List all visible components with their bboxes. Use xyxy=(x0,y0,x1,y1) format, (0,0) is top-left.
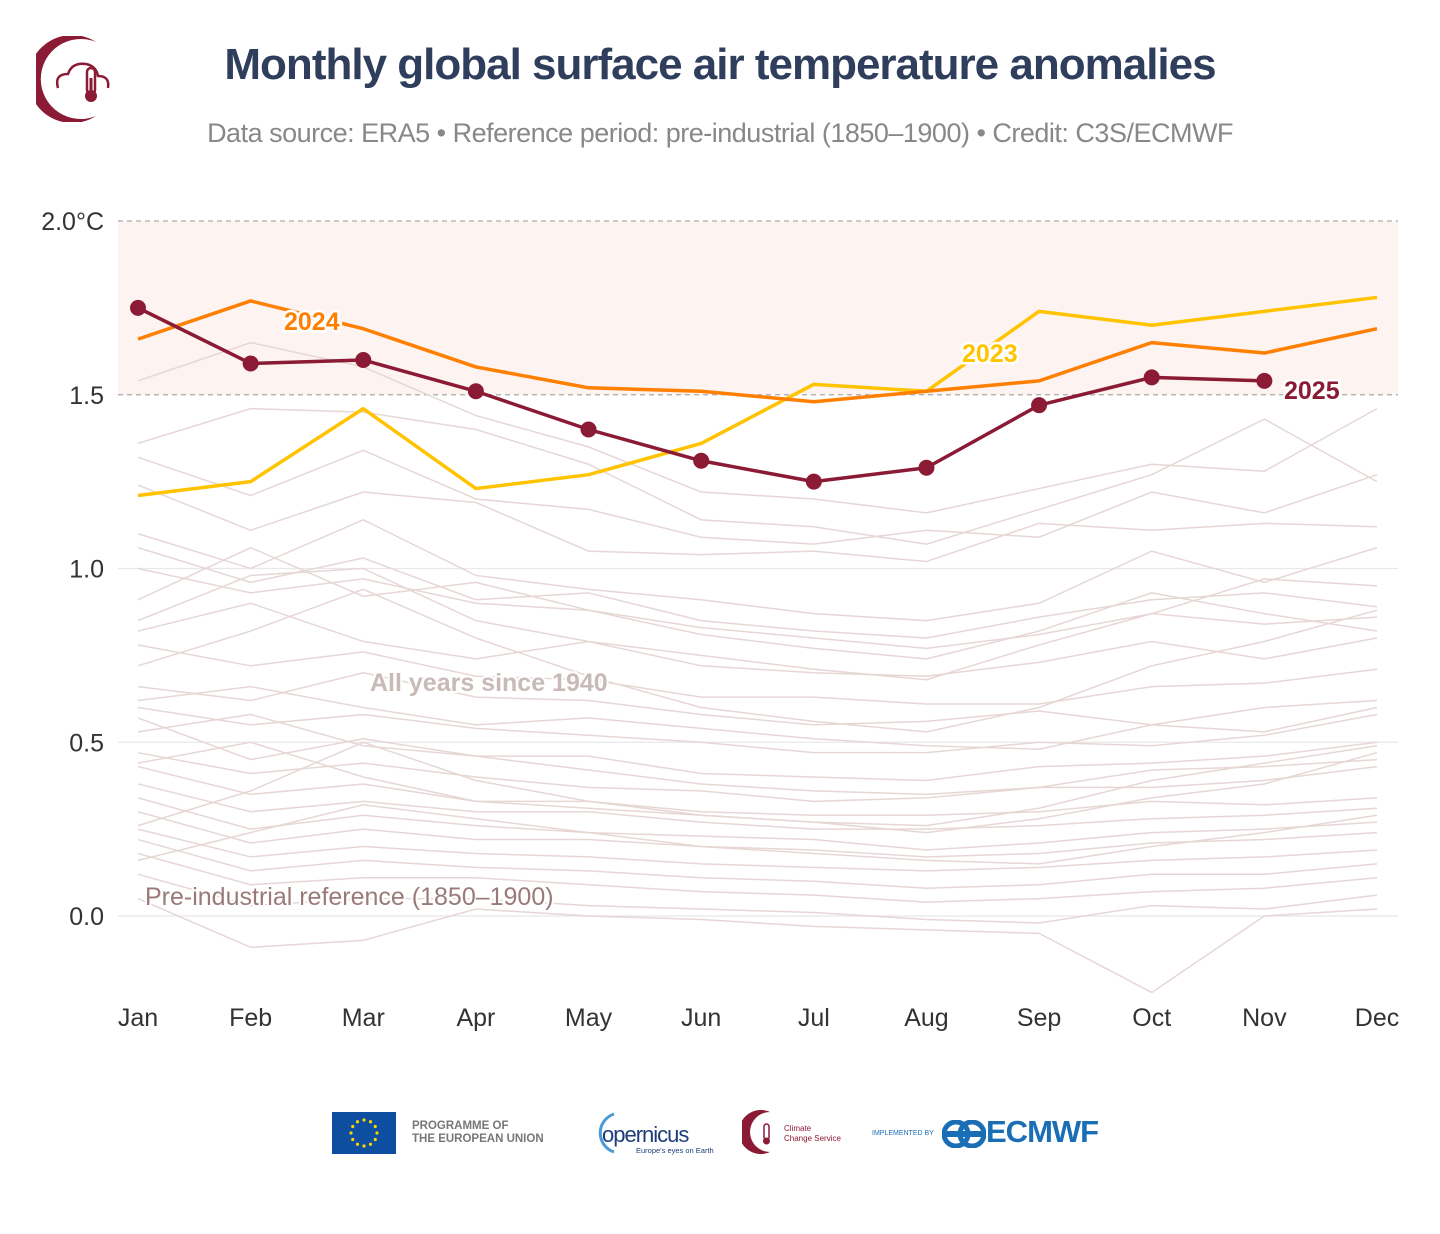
c3s-text-line1: Climate xyxy=(784,1124,812,1133)
ecmwf-symbol-icon xyxy=(942,1120,986,1148)
data-point-2025 xyxy=(242,355,259,372)
data-point-2025 xyxy=(1256,372,1273,389)
background-year-line xyxy=(137,838,1378,889)
background-year-line xyxy=(137,567,1378,650)
data-point-2025 xyxy=(918,459,935,476)
data-point-2025 xyxy=(580,421,597,438)
c3s-small-logo-icon xyxy=(742,1110,770,1154)
background-year-line xyxy=(137,567,1378,681)
background-year-line xyxy=(137,588,1378,733)
implemented-by-text: IMPLEMENTED BY xyxy=(872,1130,934,1137)
background-year-line xyxy=(137,717,1378,782)
series-label-2024: 2024 xyxy=(284,308,340,336)
background-year-line xyxy=(137,783,1378,830)
chart: 2.0°C 1.5 1.0 0.5 0.0 Jan Feb Mar Apr May Jun Jul Au… xyxy=(41,208,1399,1032)
x-tick-label: May xyxy=(565,1004,613,1032)
eu-star-icon xyxy=(368,1120,373,1124)
data-point-2025 xyxy=(467,383,484,400)
data-point-2025 xyxy=(1031,397,1048,414)
c3s-text-line2: Change Service xyxy=(784,1134,841,1143)
background-year-line xyxy=(137,484,1378,563)
eu-text-line1: PROGRAMME OF xyxy=(412,1120,509,1132)
chart-title: Monthly global surface air temperature a… xyxy=(224,40,1216,89)
series-line-2024 xyxy=(137,299,1378,404)
y-tick-label: 1.5 xyxy=(69,382,104,410)
background-year-line xyxy=(137,873,1378,924)
eu-star-icon xyxy=(362,1118,366,1122)
background-year-line xyxy=(137,546,1378,639)
data-point-2025 xyxy=(130,299,146,316)
eu-flag-icon xyxy=(332,1112,396,1154)
series-label-2025: 2025 xyxy=(1284,377,1340,405)
reference-label: Pre-industrial reference (1850–1900) xyxy=(145,883,554,911)
background-year-line xyxy=(137,706,1378,754)
data-point-2025 xyxy=(693,452,710,469)
copernicus-tagline: Europe's eyes on Earth xyxy=(636,1146,714,1155)
data-point-2025 xyxy=(355,352,372,368)
eu-star-icon xyxy=(351,1124,355,1129)
background-year-line xyxy=(137,644,1378,705)
all-years-label: All years since 1940 xyxy=(370,669,608,697)
x-tick-label: Oct xyxy=(1132,1004,1171,1032)
background-year-line xyxy=(137,897,1378,994)
eu-star-icon xyxy=(351,1137,355,1142)
y-tick-label: 2.0°C xyxy=(41,208,104,236)
background-year-line xyxy=(137,828,1378,872)
series-line-2023 xyxy=(137,295,1378,498)
eu-star-icon xyxy=(373,1137,377,1142)
eu-star-icon xyxy=(355,1142,360,1146)
background-year-line xyxy=(137,449,1378,545)
background-year-line xyxy=(137,519,1378,622)
copernicus-logo-text: opernicus xyxy=(602,1122,689,1147)
background-year-line xyxy=(137,546,1378,660)
x-tick-label: Jun xyxy=(681,1004,721,1032)
background-year-line xyxy=(137,713,1378,796)
background-year-line xyxy=(137,751,1378,803)
copernicus-arc-icon xyxy=(598,1112,615,1154)
background-year-line xyxy=(137,765,1378,816)
background-year-line xyxy=(137,811,1378,858)
background-year-line xyxy=(137,602,1378,677)
series-label-2023: 2023 xyxy=(962,340,1018,368)
x-tick-label: Jul xyxy=(798,1004,830,1032)
x-tick-label: Feb xyxy=(229,1004,272,1032)
x-tick-label: Apr xyxy=(456,1004,495,1032)
background-year-line xyxy=(137,671,1378,726)
eu-star-icon xyxy=(375,1131,379,1135)
x-tick-label: Nov xyxy=(1242,1004,1287,1032)
eu-star-icon xyxy=(355,1120,360,1124)
data-point-2025 xyxy=(805,473,822,490)
x-tick-label: Mar xyxy=(342,1004,385,1032)
y-tick-label: 1.0 xyxy=(69,556,104,584)
footer-logos: PROGRAMME OF THE EUROPEAN UNION opernicu… xyxy=(332,1108,1122,1158)
chart-subtitle: Data source: ERA5 • Reference period: pr… xyxy=(207,118,1233,148)
background-year-line xyxy=(137,407,1378,545)
y-tick-label: 0.0 xyxy=(69,903,104,931)
eu-star-icon xyxy=(349,1131,353,1135)
x-tick-label: Sep xyxy=(1017,1004,1061,1032)
background-year-line xyxy=(137,852,1378,903)
x-tick-label: Dec xyxy=(1355,1004,1399,1032)
x-tick-label: Jan xyxy=(118,1004,158,1032)
eu-star-icon xyxy=(373,1124,377,1129)
background-year-line xyxy=(137,741,1378,827)
background-year-line xyxy=(137,797,1378,851)
data-point-2025 xyxy=(1143,369,1160,386)
c3s-logo-icon xyxy=(36,36,110,122)
x-tick-label: Aug xyxy=(904,1004,948,1032)
above-1.5-band xyxy=(118,221,1398,395)
eu-star-icon xyxy=(368,1142,373,1146)
y-tick-label: 0.5 xyxy=(69,729,104,757)
ecmwf-logo-text: ECMWF xyxy=(986,1114,1099,1149)
background-year-line xyxy=(137,685,1378,750)
eu-star-icon xyxy=(362,1144,366,1148)
eu-text-line2: THE EUROPEAN UNION xyxy=(412,1133,544,1145)
background-year-line xyxy=(137,804,1378,865)
